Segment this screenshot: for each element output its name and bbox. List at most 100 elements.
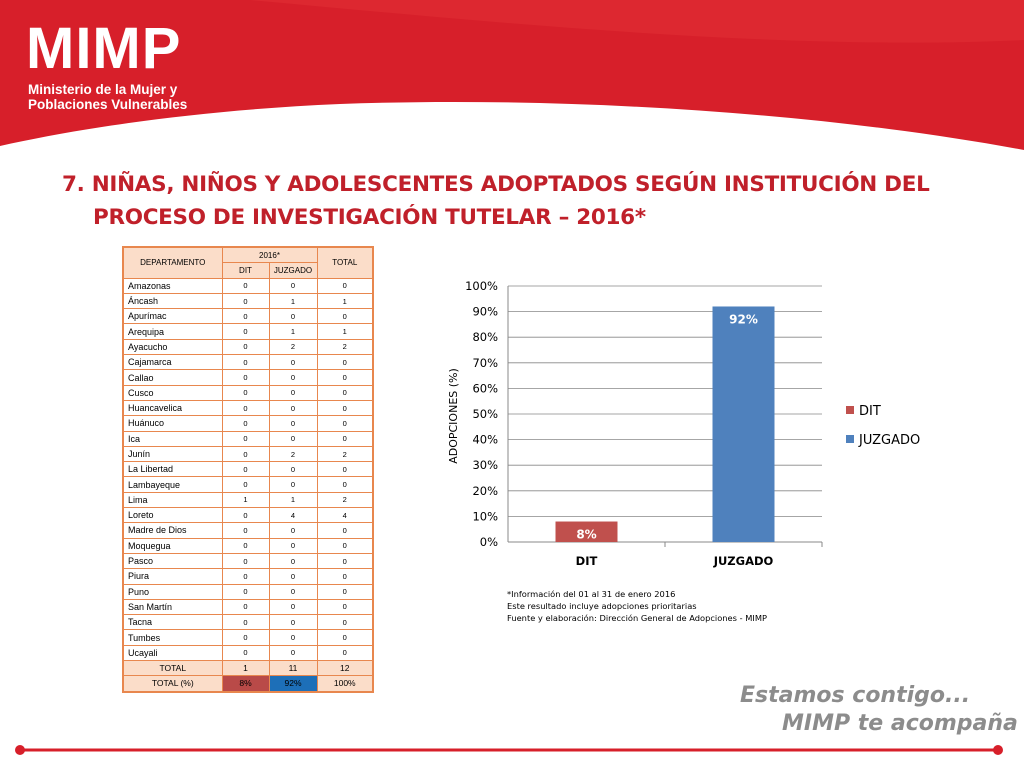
row-dit: 0	[221, 537, 270, 554]
row-departamento: Cajamarca	[122, 354, 223, 371]
slogan-line1: Estamos contigo...	[740, 683, 971, 708]
table-row: Amazonas 0 0 0	[122, 277, 374, 294]
row-dit: 0	[221, 445, 270, 463]
row-juzgado: 1	[268, 323, 318, 340]
row-dit: 0	[221, 629, 270, 646]
row-total: 0	[316, 430, 374, 447]
row-juzgado: 0	[268, 461, 318, 478]
row-juzgado: 1	[268, 491, 318, 509]
row-total: 0	[316, 415, 374, 432]
row-dit: 0	[221, 644, 270, 662]
row-dit: 0	[221, 277, 270, 294]
row-dit: 0	[221, 308, 270, 325]
table-row: Cusco 0 0 0	[122, 384, 374, 401]
row-total: 0	[316, 583, 374, 600]
row-juzgado: 0	[268, 629, 318, 646]
table-row: Loreto 0 4 4	[122, 507, 374, 524]
chart-legend: DIT JUZGADO	[846, 404, 920, 448]
x-tick-label: DIT	[576, 554, 598, 568]
row-total: 1	[316, 323, 374, 340]
row-total: 0	[316, 552, 374, 570]
row-juzgado: 0	[268, 476, 318, 493]
row-juzgado: 0	[268, 583, 318, 600]
row-dit: 0	[221, 552, 270, 570]
table-row: La Libertad 0 0 0	[122, 461, 374, 478]
row-juzgado: 2	[268, 445, 318, 463]
bar-value-label: 8%	[576, 528, 596, 542]
row-juzgado: 0	[268, 598, 318, 616]
row-total: 0	[316, 384, 374, 401]
y-tick-label: 10%	[472, 509, 498, 523]
row-departamento: Cusco	[122, 384, 223, 401]
notes-block: *Información del 01 al 31 de enero 2016 …	[507, 588, 767, 624]
row-dit: 0	[221, 354, 270, 371]
row-total: 2	[316, 491, 374, 509]
table-row: Huancavelica 0 0 0	[122, 399, 374, 417]
row-departamento: Lima	[122, 491, 223, 509]
table-row: Puno 0 0 0	[122, 583, 374, 600]
table-row: Ucayali 0 0 0	[122, 644, 374, 662]
row-juzgado: 0	[268, 369, 318, 386]
row-departamento: Huancavelica	[122, 399, 223, 417]
pct-juzgado: 92%	[268, 675, 318, 693]
header-total: TOTAL	[316, 246, 374, 279]
slogan: Estamos contigo... MIMP te acompaña	[740, 682, 1018, 738]
table-body: Amazonas 0 0 0 Áncash 0 1 1 Apurímac 0 0 0 Arequipa 0…	[122, 277, 374, 662]
row-total: 0	[316, 614, 374, 631]
row-departamento: Ica	[122, 430, 223, 447]
row-juzgado: 1	[268, 292, 318, 310]
footer-divider	[15, 745, 1003, 755]
row-juzgado: 0	[268, 354, 318, 371]
row-total: 0	[316, 537, 374, 554]
row-total: 2	[316, 445, 374, 463]
row-juzgado: 0	[268, 399, 318, 417]
table-row: Tumbes 0 0 0	[122, 629, 374, 646]
row-juzgado: 0	[268, 552, 318, 570]
x-tick-label: JUZGADO	[713, 554, 774, 568]
row-dit: 0	[221, 338, 270, 356]
table-row: San Martín 0 0 0	[122, 598, 374, 616]
slide-title: 7. NIÑAS, NIÑOS Y ADOLESCENTES ADOPTADOS…	[62, 168, 962, 234]
row-juzgado: 0	[268, 644, 318, 662]
note-line2: Este resultado incluye adopciones priori…	[507, 601, 697, 611]
header-year: 2016*	[221, 246, 318, 264]
row-total: 0	[316, 461, 374, 478]
row-departamento: Junín	[122, 445, 223, 463]
mimp-logo: MIMP Ministerio de la Mujer y Poblacione…	[26, 20, 187, 113]
row-departamento: San Martín	[122, 598, 223, 616]
row-departamento: Puno	[122, 583, 223, 600]
y-tick-label: 90%	[472, 305, 498, 319]
legend-label: DIT	[859, 404, 881, 419]
adoptions-bar-chart: 0%10%20%30%40%50%60%70%80%90%100% 8%92% …	[447, 279, 920, 568]
header-band	[0, 0, 1024, 150]
row-dit: 0	[221, 476, 270, 493]
row-total: 0	[316, 369, 374, 386]
row-departamento: Piura	[122, 568, 223, 585]
row-departamento: Arequipa	[122, 323, 223, 340]
row-total: 2	[316, 338, 374, 356]
row-departamento: Áncash	[122, 292, 223, 310]
chart-y-ticks: 0% 10% 20% 30% 40% 50% 60% 70% 80% 90% 100%	[465, 279, 498, 549]
row-juzgado: 0	[268, 277, 318, 294]
note-line1: *Información del 01 al 31 de enero 2016	[507, 589, 676, 599]
y-tick-label: 70%	[472, 356, 498, 370]
y-tick-label: 40%	[472, 433, 498, 447]
pct-label: TOTAL (%)	[122, 675, 223, 693]
row-juzgado: 0	[268, 522, 318, 539]
total-dit: 1	[221, 660, 270, 677]
bar-value-label: 92%	[729, 312, 758, 326]
header-juzgado: JUZGADO	[268, 262, 318, 279]
row-juzgado: 4	[268, 507, 318, 524]
row-departamento: Ucayali	[122, 644, 223, 662]
row-dit: 0	[221, 323, 270, 340]
table-row: Pasco 0 0 0	[122, 552, 374, 570]
row-departamento: Pasco	[122, 552, 223, 570]
row-departamento: Tacna	[122, 614, 223, 631]
row-dit: 0	[221, 399, 270, 417]
chart-x-ticks: DIT JUZGADO	[576, 542, 823, 568]
total-juzgado: 11	[268, 660, 318, 677]
row-total: 0	[316, 644, 374, 662]
slide-title-line2: PROCESO DE INVESTIGACIÓN TUTELAR – 2016*	[93, 205, 646, 230]
table-row: Lima 1 1 2	[122, 491, 374, 509]
pct-dit: 8%	[221, 675, 270, 693]
